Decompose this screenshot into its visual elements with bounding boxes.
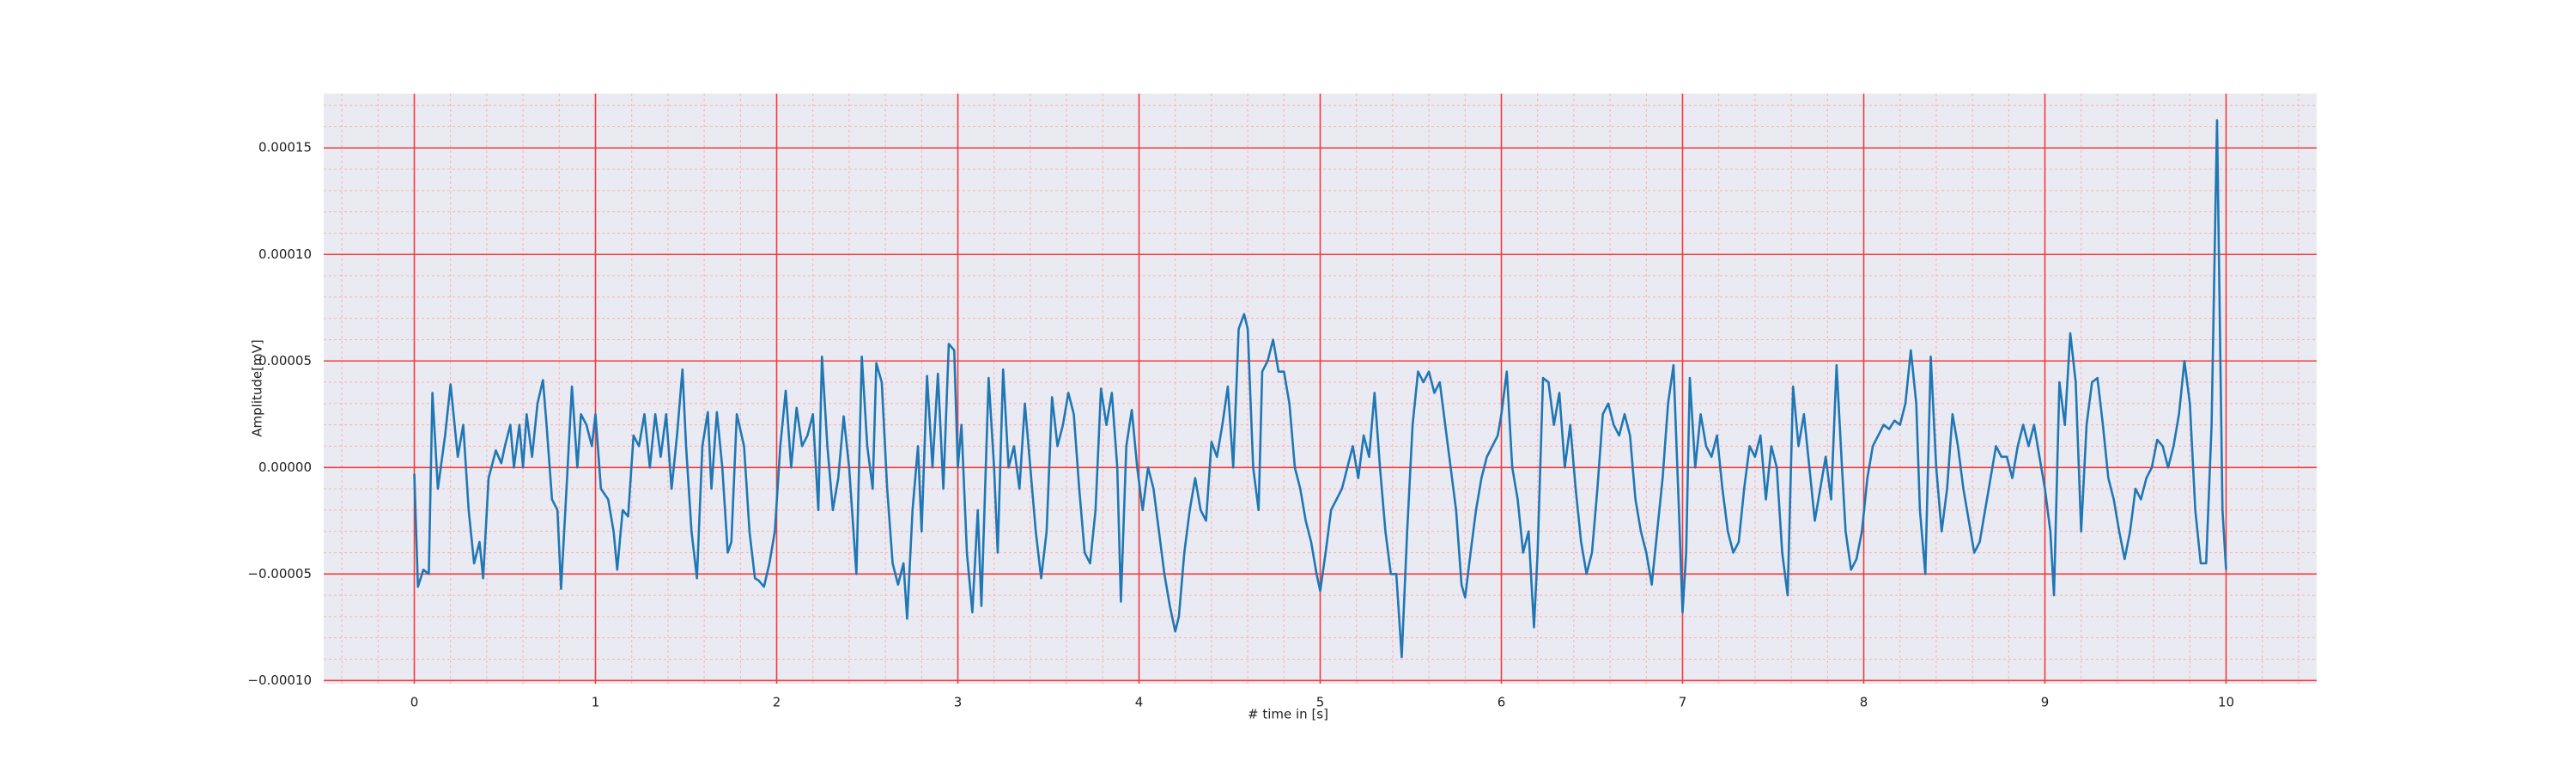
y-tick-label: 0.00010: [258, 247, 312, 262]
y-tick-label: 0.00015: [258, 140, 312, 155]
x-tick-label: 0: [410, 695, 419, 710]
x-tick-label: 3: [954, 695, 963, 710]
x-tick-label: 5: [1316, 695, 1325, 710]
y-tick-label: −0.00010: [247, 673, 312, 688]
x-tick-label: 6: [1498, 695, 1506, 710]
x-tick-label: 9: [2041, 695, 2050, 710]
y-axis-label: Amplitude[mV]: [250, 339, 265, 436]
x-axis-label: # time in [s]: [1248, 707, 1328, 722]
y-tick-label: 0.00005: [258, 353, 312, 368]
y-tick-label: 0.00000: [258, 460, 312, 475]
x-tick-label: 7: [1679, 695, 1687, 710]
x-tick-label: 2: [773, 695, 781, 710]
signal-line: [413, 119, 2227, 659]
x-tick-label: 8: [1860, 695, 1868, 710]
x-tick-label: 10: [2218, 695, 2234, 710]
y-tick-label: −0.00005: [247, 566, 312, 581]
x-tick-label: 1: [592, 695, 600, 710]
x-tick-label: 4: [1135, 695, 1144, 710]
